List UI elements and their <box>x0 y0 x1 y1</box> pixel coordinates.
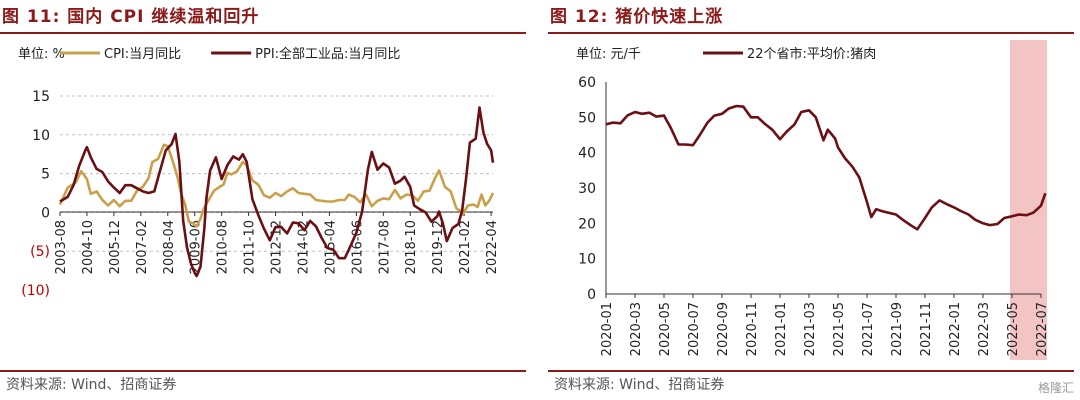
x-tick-label: 2021-02 <box>458 220 473 274</box>
y-tick-label: 30 <box>578 181 596 197</box>
chart-title: 图 12: 猪价快速上涨 <box>550 7 724 27</box>
source-note: 资料来源: Wind、招商证券 <box>554 377 725 393</box>
source-note: 资料来源: Wind、招商证券 <box>6 377 177 393</box>
x-tick-label: 2021-09 <box>890 302 905 356</box>
x-tick-label: 2022-03 <box>977 302 992 356</box>
x-tick-label: 2014-02 <box>296 220 311 274</box>
x-tick-label: 2022-04 <box>485 220 500 274</box>
x-tick-label: 2020-03 <box>629 302 644 356</box>
chart-panel-cpi-ppi: 图 11: 国内 CPI 继续温和回升 单位: % 15 10 5 0 (5) (10) 20… <box>0 0 532 400</box>
x-tick-label: 2022-01 <box>948 302 963 356</box>
x-tick-label: 2022-05 <box>1006 302 1021 356</box>
y-tick-label: (10) <box>21 283 50 299</box>
x-tick-label: 2010-08 <box>216 220 231 274</box>
x-tick-label: 2016-06 <box>350 220 365 274</box>
x-tick-label: 2020-11 <box>745 302 760 356</box>
x-tick-label: 2020-09 <box>716 302 731 356</box>
y-tick-label: 5 <box>41 167 50 183</box>
x-tick-label: 2005-12 <box>108 220 123 274</box>
title-rule <box>0 32 526 34</box>
y-tick-label: 40 <box>578 146 596 162</box>
pork-price-chart: 单位: 元/千 60 50 40 30 20 10 0 2020-01 2020-03 2020-0… <box>576 40 1050 360</box>
legend-label: CPI:当月同比 <box>104 47 181 62</box>
x-tick-label: 2017-08 <box>377 220 392 274</box>
y-tick-label: 0 <box>587 287 596 303</box>
y-tick-label: 10 <box>32 128 50 144</box>
highlight-band <box>1010 40 1047 360</box>
legend-label: 22个省市:平均价:猪肉 <box>747 46 876 62</box>
x-tick-label: 2004-10 <box>81 220 96 274</box>
chart-title: 图 11: 国内 CPI 继续温和回升 <box>2 7 260 27</box>
y-tick-label: 20 <box>578 216 596 232</box>
watermark: 格隆汇 <box>1037 381 1074 395</box>
x-tick-label: 2021-11 <box>919 302 934 356</box>
y-tick-label: 10 <box>578 252 596 268</box>
x-tick-label: 2020-01 <box>600 302 615 356</box>
y-tick-label: 60 <box>578 75 596 91</box>
y-tick-label: 15 <box>32 89 50 105</box>
source-rule <box>548 370 1074 372</box>
legend-label: PPI:全部工业品:当月同比 <box>255 46 400 62</box>
x-tick-label: 2020-07 <box>687 302 702 356</box>
x-tick-label: 2022-07 <box>1035 302 1050 356</box>
source-rule <box>0 370 526 372</box>
x-tick-label: 2011-10 <box>243 220 258 274</box>
series-line <box>605 104 1047 231</box>
x-tick-label: 2021-03 <box>803 302 818 356</box>
title-rule <box>548 32 1074 34</box>
series-line <box>58 143 495 228</box>
y-tick-label: 50 <box>578 110 596 126</box>
chart-panel-pork-price: 图 12: 猪价快速上涨 单位: 元/千 60 50 40 30 20 10 0 2020-01… <box>548 0 1080 400</box>
series-line <box>59 106 495 278</box>
x-tick-label: 2018-10 <box>404 220 419 274</box>
x-tick-label: 2007-02 <box>135 220 150 274</box>
cpi-ppi-chart: 单位: % 15 10 5 0 (5) (10) 2003-08 2004-10 2005-12 2… <box>18 46 500 299</box>
x-tick-label: 2019-12 <box>431 220 446 274</box>
x-tick-label: 2021-07 <box>861 302 876 356</box>
x-tick-label: 2015-04 <box>323 220 338 274</box>
x-tick-label: 2020-05 <box>658 302 673 356</box>
x-tick-label: 2021-01 <box>774 302 789 356</box>
x-tick-label: 2021-05 <box>832 302 847 356</box>
unit-label: 单位: 元/千 <box>576 47 641 62</box>
x-tick-label: 2008-04 <box>162 220 177 274</box>
unit-label: 单位: % <box>18 47 65 62</box>
y-tick-label: 0 <box>41 205 50 221</box>
x-tick-label: 2003-08 <box>54 220 69 274</box>
y-tick-label: (5) <box>30 244 50 260</box>
